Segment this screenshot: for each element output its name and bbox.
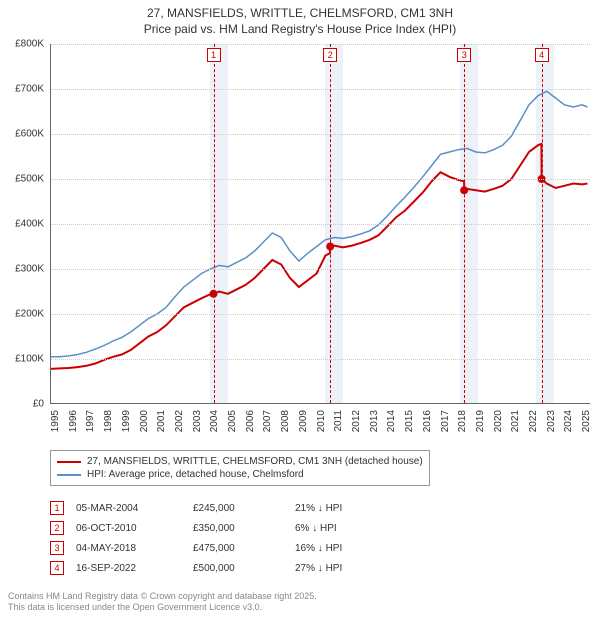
event-diff: 21% ↓ HPI (295, 503, 480, 514)
footer-line-2: This data is licensed under the Open Gov… (8, 602, 592, 614)
y-tick-label: £0 (33, 399, 44, 410)
y-tick-label: £400K (15, 219, 44, 230)
x-tick-label: 2003 (192, 410, 203, 432)
x-tick-label: 2016 (422, 410, 433, 432)
event-number-badge: 3 (50, 541, 64, 555)
x-tick-label: 2004 (209, 410, 220, 432)
x-tick-label: 1996 (68, 410, 79, 432)
x-tick-label: 2015 (404, 410, 415, 432)
events-table: 1 05-MAR-2004 £245,000 21% ↓ HPI 2 06-OCT-201… (50, 498, 480, 578)
x-tick-label: 2018 (457, 410, 468, 432)
y-tick-label: £600K (15, 129, 44, 140)
x-tick-label: 2021 (510, 410, 521, 432)
x-tick-label: 1997 (85, 410, 96, 432)
event-number-badge: 4 (50, 561, 64, 575)
y-tick-label: £200K (15, 309, 44, 320)
x-tick-label: 2017 (440, 410, 451, 432)
x-tick-label: 2001 (156, 410, 167, 432)
event-number-badge: 1 (50, 501, 64, 515)
x-tick-label: 2013 (369, 410, 380, 432)
x-axis: 1995 1996 1997 1998 1999 2000 2001 2002 2003 2004… (50, 406, 590, 446)
x-tick-label: 2014 (386, 410, 397, 432)
x-tick-label: 1998 (103, 410, 114, 432)
x-tick-label: 2022 (528, 410, 539, 432)
x-tick-label: 2011 (333, 410, 344, 432)
legend-label: 27, MANSFIELDS, WRITTLE, CHELMSFORD, CM1… (87, 456, 423, 467)
chart-container: 27, MANSFIELDS, WRITTLE, CHELMSFORD, CM1… (0, 0, 600, 620)
x-tick-label: 2010 (316, 410, 327, 432)
event-number-badge: 2 (50, 521, 64, 535)
gridline-horizontal (51, 89, 590, 90)
x-tick-label: 1995 (50, 410, 61, 432)
x-tick-label: 2008 (280, 410, 291, 432)
x-tick-label: 2002 (174, 410, 185, 432)
event-diff: 27% ↓ HPI (295, 563, 480, 574)
gridline-horizontal (51, 269, 590, 270)
footer-attribution: Contains HM Land Registry data © Crown c… (8, 591, 592, 614)
y-tick-label: £300K (15, 264, 44, 275)
event-date: 05-MAR-2004 (76, 503, 181, 514)
x-tick-label: 2019 (475, 410, 486, 432)
event-marker: 4 (535, 48, 549, 62)
x-tick-label: 2024 (563, 410, 574, 432)
event-line (214, 44, 215, 403)
event-line (330, 44, 331, 403)
legend-item: 27, MANSFIELDS, WRITTLE, CHELMSFORD, CM1… (57, 455, 423, 468)
gridline-horizontal (51, 179, 590, 180)
x-tick-label: 2009 (298, 410, 309, 432)
event-marker: 2 (323, 48, 337, 62)
gridline-horizontal (51, 44, 590, 45)
gridline-horizontal (51, 224, 590, 225)
y-tick-label: £700K (15, 84, 44, 95)
arrow-down-icon: ↓ (312, 523, 317, 534)
gridline-horizontal (51, 359, 590, 360)
plot-area: 1 2 3 4 (50, 44, 590, 404)
arrow-down-icon: ↓ (318, 503, 323, 514)
x-tick-label: 2025 (581, 410, 592, 432)
event-line (542, 44, 543, 403)
x-tick-label: 2000 (139, 410, 150, 432)
title-line-2: Price paid vs. HM Land Registry's House … (0, 22, 600, 38)
arrow-down-icon: ↓ (318, 543, 323, 554)
x-tick-label: 2023 (546, 410, 557, 432)
event-price: £475,000 (193, 543, 283, 554)
x-tick-label: 2012 (351, 410, 362, 432)
x-tick-label: 2007 (262, 410, 273, 432)
event-price: £350,000 (193, 523, 283, 534)
event-diff: 6% ↓ HPI (295, 523, 480, 534)
x-tick-label: 2005 (227, 410, 238, 432)
event-diff: 16% ↓ HPI (295, 543, 480, 554)
event-price: £245,000 (193, 503, 283, 514)
title-line-1: 27, MANSFIELDS, WRITTLE, CHELMSFORD, CM1… (0, 6, 600, 22)
event-price: £500,000 (193, 563, 283, 574)
gridline-horizontal (51, 314, 590, 315)
x-tick-label: 1999 (121, 410, 132, 432)
legend-swatch (57, 461, 81, 463)
legend-label: HPI: Average price, detached house, Chel… (87, 469, 304, 480)
event-date: 06-OCT-2010 (76, 523, 181, 534)
y-axis: £0£100K£200K£300K£400K£500K£600K£700K£80… (0, 44, 48, 404)
x-tick-label: 2020 (493, 410, 504, 432)
events-table-row: 1 05-MAR-2004 £245,000 21% ↓ HPI (50, 498, 480, 518)
y-tick-label: £100K (15, 354, 44, 365)
legend-item: HPI: Average price, detached house, Chel… (57, 468, 423, 481)
events-table-row: 3 04-MAY-2018 £475,000 16% ↓ HPI (50, 538, 480, 558)
legend: 27, MANSFIELDS, WRITTLE, CHELMSFORD, CM1… (50, 450, 430, 486)
x-tick-label: 2006 (245, 410, 256, 432)
event-marker: 3 (457, 48, 471, 62)
events-table-row: 4 16-SEP-2022 £500,000 27% ↓ HPI (50, 558, 480, 578)
legend-swatch (57, 474, 81, 476)
y-tick-label: £500K (15, 174, 44, 185)
gridline-horizontal (51, 134, 590, 135)
y-tick-label: £800K (15, 39, 44, 50)
event-date: 04-MAY-2018 (76, 543, 181, 554)
arrow-down-icon: ↓ (318, 563, 323, 574)
series-line-price_paid (51, 144, 588, 369)
chart-title: 27, MANSFIELDS, WRITTLE, CHELMSFORD, CM1… (0, 0, 600, 37)
event-marker: 1 (207, 48, 221, 62)
event-date: 16-SEP-2022 (76, 563, 181, 574)
footer-line-1: Contains HM Land Registry data © Crown c… (8, 591, 592, 603)
events-table-row: 2 06-OCT-2010 £350,000 6% ↓ HPI (50, 518, 480, 538)
event-line (464, 44, 465, 403)
